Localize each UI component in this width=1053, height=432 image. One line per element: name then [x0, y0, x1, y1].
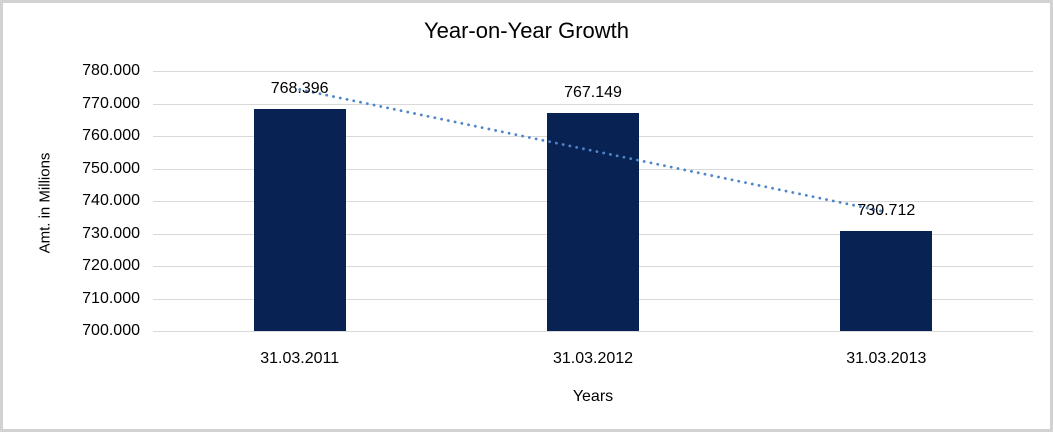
y-tick-label: 750.000 — [82, 159, 140, 177]
trendline-dotted — [298, 88, 888, 214]
y-tick-label: 780.000 — [82, 62, 140, 79]
y-tick-label: 760.000 — [82, 127, 140, 144]
y-tick-label: 740.000 — [82, 192, 140, 209]
gridline — [153, 71, 1033, 72]
data-label: 768.396 — [270, 79, 329, 97]
gridline — [153, 103, 1033, 105]
data-label: 767.149 — [564, 83, 622, 101]
y-tick-label: 720.000 — [82, 257, 140, 274]
x-tick-label: 31.03.2011 — [260, 350, 340, 367]
y-tick-label: 700.000 — [82, 322, 140, 339]
bar-31.03.2011 — [253, 108, 346, 331]
x-tick-label: 31.03.2013 — [846, 350, 927, 367]
y-tick-label: 710.000 — [82, 289, 140, 307]
x-axis-title: Years — [572, 388, 614, 405]
plot-area: 768.396 767.149 730.712 — [153, 71, 1033, 332]
bar-31.03.2013 — [840, 231, 933, 331]
y-tick-label: 730.000 — [82, 224, 140, 242]
bar-31.03.2012 — [547, 112, 639, 331]
x-tick-label: 31.03.2012 — [552, 350, 634, 367]
data-label: 730.712 — [857, 202, 916, 220]
gridline — [153, 331, 1033, 332]
chart-title: Year-on-Year Growth — [423, 18, 630, 43]
y-tick-label: 770.000 — [82, 94, 140, 112]
